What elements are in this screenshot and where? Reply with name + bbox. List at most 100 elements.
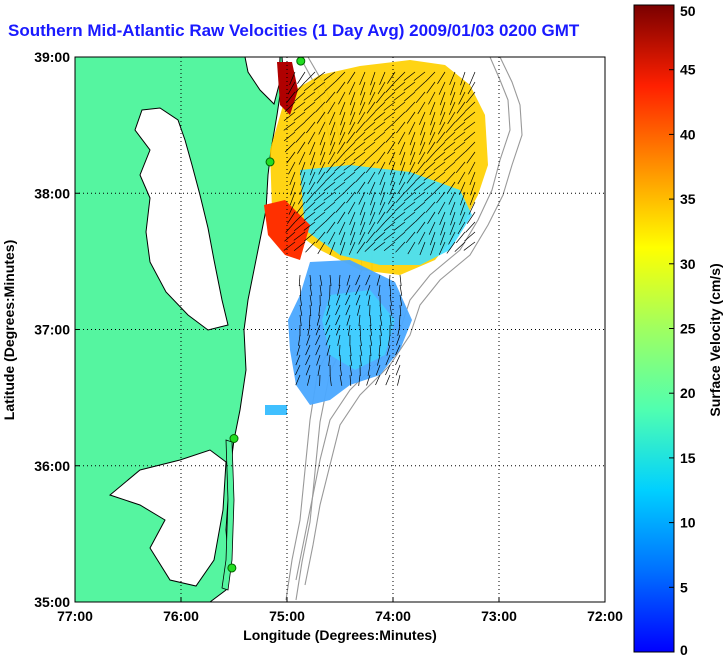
- velocity-arrow: [348, 121, 356, 135]
- velocity-arrow: [355, 284, 361, 296]
- velocity-arrow: [370, 201, 376, 216]
- velocity-arrow: [440, 101, 446, 116]
- velocity-arrow: [433, 171, 446, 182]
- velocity-arrow: [288, 161, 296, 175]
- velocity-arrow: [376, 274, 381, 286]
- velocity-arrow: [369, 181, 376, 195]
- velocity-arrow: [307, 181, 316, 195]
- velocity-arrow: [428, 131, 436, 145]
- velocity-arrow: [347, 201, 356, 215]
- velocity-arrow: [297, 71, 306, 84]
- velocity-arrow: [305, 241, 316, 253]
- velocity-arrow: [358, 314, 361, 326]
- velocity-arrow: [283, 241, 296, 251]
- velocity-arrow: [437, 201, 446, 215]
- velocity-arrow: [449, 91, 456, 106]
- velocity-arrow: [465, 221, 476, 233]
- velocity-arrow: [466, 151, 476, 164]
- velocity-arrow: [319, 151, 326, 166]
- velocity-arrow: [325, 91, 336, 103]
- velocity-arrow: [358, 191, 366, 205]
- velocity-arrow: [349, 211, 356, 226]
- velocity-arrow: [366, 101, 376, 114]
- velocity-arrow: [388, 274, 391, 286]
- velocity-arrow: [327, 151, 336, 165]
- velocity-arrow: [385, 364, 391, 376]
- velocity-arrow: [325, 334, 331, 346]
- velocity-arrow: [463, 131, 476, 142]
- velocity-arrow: [316, 171, 326, 184]
- velocity-arrow: [329, 274, 332, 286]
- velocity-arrow: [358, 101, 366, 115]
- velocity-arrow: [315, 334, 321, 346]
- colorbar-label: Surface Velocity (cm/s): [707, 263, 723, 416]
- velocity-arrow: [413, 181, 426, 191]
- velocity-arrow: [309, 314, 311, 327]
- velocity-arrow: [417, 101, 426, 115]
- velocity-arrow: [346, 131, 356, 144]
- velocity-arrow: [373, 131, 386, 142]
- station-marker: [229, 434, 239, 443]
- velocity-arrow: [355, 121, 366, 133]
- chesapeake-bay: [134, 107, 229, 331]
- velocity-arrow: [316, 314, 321, 326]
- velocity-arrow: [298, 274, 301, 286]
- velocity-arrow: [379, 171, 386, 186]
- velocity-arrow: [313, 201, 326, 211]
- velocity-arrow: [314, 221, 326, 232]
- velocity-arrow: [464, 141, 476, 153]
- velocity-arrow: [466, 211, 476, 224]
- velocity-arrow: [359, 201, 366, 216]
- velocity-arrow: [320, 141, 326, 156]
- velocity-arrow: [385, 81, 396, 93]
- x-tick-label: 72:00: [587, 608, 623, 624]
- velocity-arrow: [400, 151, 406, 166]
- velocity-arrow: [415, 161, 426, 174]
- velocity-arrow: [398, 171, 406, 185]
- velocity-arrow: [374, 101, 386, 112]
- velocity-arrow: [329, 141, 336, 156]
- x-axis: 77:00 76:00 75:00 74:00 73:00 72:00: [57, 597, 623, 624]
- velocity-arrow: [455, 231, 466, 244]
- velocity-arrow: [307, 131, 316, 145]
- velocity-arrow: [397, 374, 401, 386]
- velocity-arrow: [399, 304, 402, 316]
- velocity-arrow: [340, 111, 346, 126]
- velocity-arrow: [373, 111, 386, 121]
- velocity-arrow: [379, 334, 381, 347]
- velocity-arrow: [350, 101, 356, 116]
- colorbar-tick-label: 45: [680, 62, 696, 78]
- velocity-arrow: [289, 191, 296, 206]
- velocity-arrow: [305, 191, 316, 203]
- velocity-arrow: [383, 241, 396, 252]
- velocity-arrow: [419, 121, 426, 136]
- colorbar-tick-label: 50: [680, 3, 696, 19]
- velocity-arrow: [284, 231, 296, 242]
- velocity-arrow: [365, 274, 371, 286]
- velocity-arrow: [389, 314, 392, 326]
- velocity-arrow: [403, 81, 416, 91]
- velocity-arrow: [293, 221, 306, 232]
- velocity-arrow: [375, 374, 381, 386]
- velocity-arrow: [319, 131, 326, 146]
- velocity-arrow: [365, 231, 376, 244]
- velocity-arrow: [376, 151, 386, 164]
- velocity-arrow: [315, 181, 326, 193]
- velocity-arrow: [399, 161, 406, 176]
- velocity-arrow: [378, 201, 386, 215]
- velocity-arrow: [389, 294, 393, 306]
- velocity-arrow: [464, 231, 476, 242]
- velocity-arrow: [413, 71, 426, 81]
- velocity-arrow: [359, 354, 362, 366]
- velocity-arrow: [294, 91, 306, 102]
- velocity-arrow: [370, 71, 376, 86]
- velocity-arrow: [444, 161, 456, 172]
- velocity-arrow: [419, 141, 426, 156]
- colorbar: [633, 4, 675, 653]
- velocity-arrow: [303, 81, 316, 92]
- velocity-arrow: [378, 344, 381, 356]
- velocity-arrow: [374, 141, 386, 153]
- colorbar-tick-label: 5: [680, 579, 688, 595]
- velocity-arrow: [376, 211, 386, 224]
